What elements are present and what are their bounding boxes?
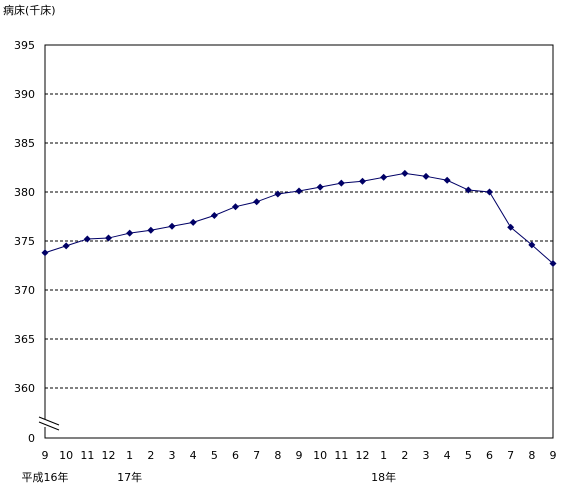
data-point	[126, 229, 134, 237]
data-point	[359, 177, 366, 185]
data-point	[464, 186, 472, 194]
y-tick-label: 365	[14, 333, 35, 346]
data-point	[105, 234, 112, 242]
y-tick-label: 360	[14, 382, 35, 395]
data-point	[337, 179, 345, 187]
data-point	[295, 187, 303, 195]
series-line	[44, 172, 554, 264]
gridlines	[45, 93, 553, 389]
x-tick-label: 3	[169, 449, 176, 462]
x-tick-label: 12	[102, 449, 116, 462]
series	[41, 169, 557, 268]
data-point	[253, 198, 261, 206]
data-point	[210, 212, 218, 220]
y-tick-label: 375	[14, 235, 35, 248]
x-tick-label: 5	[465, 449, 472, 462]
y-axis-unit-label: 病床(千床)	[3, 3, 56, 17]
x-tick-label: 10	[313, 449, 327, 462]
year-label: 平成16年	[22, 470, 69, 484]
data-point	[528, 241, 536, 249]
x-tick-label: 12	[356, 449, 370, 462]
data-point	[147, 226, 155, 234]
x-tick-label: 9	[42, 449, 49, 462]
x-tick-label: 8	[274, 449, 281, 462]
axis-break-stroke	[38, 416, 60, 426]
x-tick-label: 5	[211, 449, 218, 462]
x-axis-ticks: 9 10 11 12 1 2 3 4 5 6 7 8 9 10 11 12 1 2 3 4 5 6 7 8 9	[42, 449, 557, 462]
y-axis-break-mark	[38, 416, 60, 431]
x-tick-label: 8	[528, 449, 535, 462]
y-tick-label: 395	[14, 39, 35, 52]
data-point	[422, 172, 430, 180]
data-point	[189, 218, 197, 226]
data-point	[62, 242, 70, 250]
y-axis-ticks: 395 390 385 380 375 370 365 360 0	[14, 39, 35, 445]
data-point	[507, 223, 515, 231]
x-tick-label: 9	[550, 449, 557, 462]
data-point	[41, 249, 49, 257]
year-labels: 平成16年 17年 18年	[22, 470, 397, 484]
y-tick-label: 385	[14, 137, 35, 150]
x-tick-label: 1	[126, 449, 133, 462]
x-tick-label: 7	[507, 449, 514, 462]
axis-break-gap	[43, 419, 47, 427]
data-point	[274, 190, 282, 198]
data-point	[401, 169, 409, 177]
plot-area	[44, 44, 554, 439]
data-point	[443, 176, 451, 184]
x-tick-label: 7	[253, 449, 260, 462]
x-tick-label: 2	[147, 449, 154, 462]
data-point	[316, 183, 324, 191]
x-tick-label: 1	[380, 449, 387, 462]
axis-break-stroke	[38, 421, 60, 431]
y-tick-label: 370	[14, 284, 35, 297]
data-point	[380, 173, 388, 181]
y-tick-label: 380	[14, 186, 35, 199]
data-point	[168, 222, 176, 230]
x-tick-label: 9	[296, 449, 303, 462]
y-tick-label-zero: 0	[28, 432, 35, 445]
year-label: 18年	[371, 470, 396, 484]
x-tick-label: 2	[401, 449, 408, 462]
x-tick-label: 4	[190, 449, 197, 462]
x-tick-label: 6	[232, 449, 239, 462]
x-tick-label: 3	[423, 449, 430, 462]
x-tick-label: 6	[486, 449, 493, 462]
y-tick-label: 390	[14, 88, 35, 101]
data-point	[232, 203, 239, 211]
x-tick-label: 11	[80, 449, 94, 462]
x-tick-label: 11	[334, 449, 348, 462]
data-point	[83, 235, 91, 243]
data-point	[486, 188, 493, 196]
data-point	[549, 260, 557, 268]
x-tick-label: 10	[59, 449, 73, 462]
year-label: 17年	[117, 470, 142, 484]
x-tick-label: 4	[444, 449, 451, 462]
